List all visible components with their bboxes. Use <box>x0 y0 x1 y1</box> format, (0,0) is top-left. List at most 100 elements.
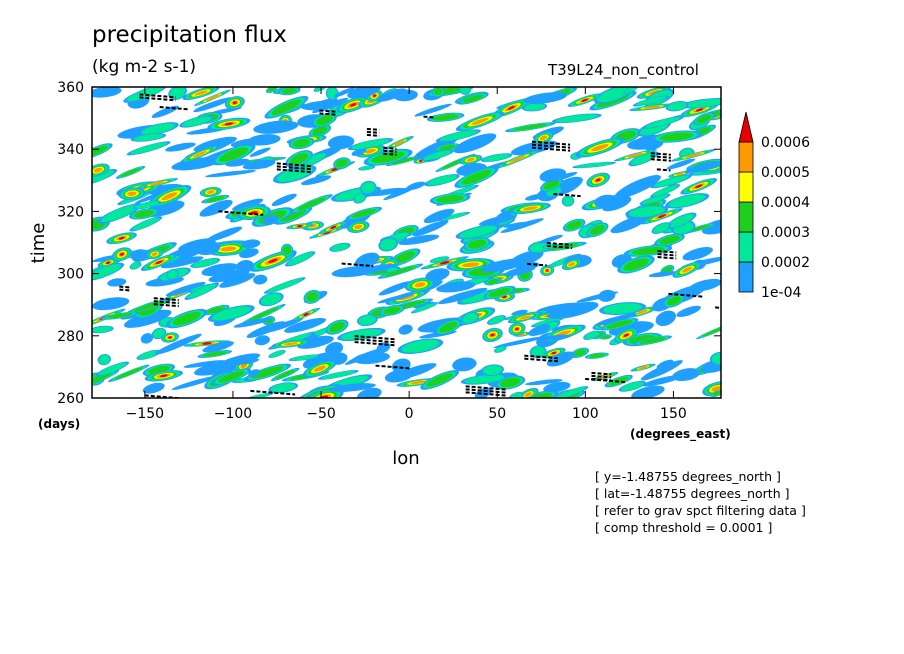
precip-cell <box>600 318 639 331</box>
precip-cell <box>551 113 602 124</box>
contour-level <box>105 261 111 265</box>
precip-cell <box>140 333 154 344</box>
precip-cell <box>130 133 167 142</box>
precip-cell <box>280 243 294 257</box>
contour-level <box>555 387 586 398</box>
precip-cell <box>171 376 217 390</box>
precip-cell <box>97 203 143 224</box>
precip-cell <box>525 379 563 386</box>
contour-level <box>165 142 196 152</box>
x-tick-label: 150 <box>660 406 687 422</box>
legend-swatch <box>738 261 754 293</box>
precip-cell <box>412 219 449 237</box>
precip-cell <box>561 258 582 271</box>
contour-level <box>504 265 536 277</box>
contour-level <box>328 383 376 393</box>
precip-cell <box>345 206 382 221</box>
contour-level <box>239 248 259 259</box>
precip-cell <box>356 314 378 327</box>
precip-cell <box>311 113 337 128</box>
contour-level <box>645 117 681 128</box>
legend-label: 0.0003 <box>761 225 810 241</box>
precip-cell <box>106 232 137 245</box>
precip-cell <box>144 370 183 382</box>
threshold-mark <box>366 130 380 134</box>
contour-level <box>426 373 453 387</box>
contour-level <box>321 370 356 380</box>
contour-level <box>347 87 381 99</box>
contour-level <box>92 372 112 386</box>
precip-cell <box>211 368 252 386</box>
precip-cell <box>457 92 489 105</box>
contour-level <box>268 258 278 264</box>
contour-level <box>414 282 426 288</box>
contour-level <box>194 241 221 256</box>
precip-cell <box>596 313 637 326</box>
contour-level <box>203 351 227 357</box>
contour-level <box>194 90 208 96</box>
precip-cell <box>429 256 450 263</box>
precip-cell <box>235 260 254 274</box>
contour-level <box>523 92 567 104</box>
contour-level <box>638 365 648 370</box>
contour-level <box>621 381 644 391</box>
contour-level <box>602 196 632 212</box>
precip-cell <box>328 383 376 393</box>
contour-level <box>365 148 376 154</box>
precip-cell <box>353 193 367 204</box>
contour-level <box>335 159 348 168</box>
precip-cell <box>676 305 701 318</box>
contour-level <box>130 262 141 269</box>
precip-cell <box>632 95 670 107</box>
precip-cell <box>642 116 684 129</box>
precip-cell <box>538 334 572 341</box>
precip-cell <box>625 205 669 219</box>
precip-cell <box>92 325 114 334</box>
precip-cell <box>484 277 502 286</box>
contour-level <box>98 354 110 365</box>
legend-swatch <box>738 141 754 173</box>
precip-cell <box>268 382 299 394</box>
precip-cell <box>302 352 337 369</box>
contour-level <box>488 315 505 325</box>
precip-cell <box>461 311 480 325</box>
threshold-mark <box>354 338 397 344</box>
note-line: [ y=-1.48755 degrees_north ] <box>595 469 781 484</box>
precip-cell <box>285 150 313 168</box>
contour-level <box>653 223 670 234</box>
contour-level <box>378 281 412 296</box>
contour-level <box>242 159 276 170</box>
precip-cell <box>207 117 251 131</box>
precip-cell <box>183 360 226 368</box>
precip-cell <box>308 226 346 239</box>
precip-cell <box>289 194 333 214</box>
contour-level <box>376 88 407 102</box>
precip-cell <box>284 251 316 267</box>
precip-cell <box>92 297 130 311</box>
contour-level <box>683 98 721 108</box>
contour-level <box>193 97 233 113</box>
precip-cell <box>540 265 555 276</box>
precip-cell <box>680 178 718 195</box>
precip-cell <box>337 327 386 342</box>
contour-level <box>253 274 268 285</box>
contour-level <box>433 87 443 96</box>
precip-cell <box>538 234 563 244</box>
precip-cell <box>318 221 348 234</box>
threshold-mark <box>341 262 374 268</box>
contour-level <box>377 292 416 304</box>
precip-cell <box>628 151 659 167</box>
contour-level <box>98 362 127 376</box>
contour-level <box>138 350 160 360</box>
precip-cell <box>508 322 526 336</box>
precip-cell <box>140 253 178 271</box>
contour-level <box>640 360 683 381</box>
precip-cell <box>262 214 279 226</box>
contour-level <box>655 310 677 326</box>
precip-cell <box>539 168 567 182</box>
precip-cell <box>254 335 270 346</box>
contour-level <box>297 335 334 349</box>
precip-cell <box>546 351 575 367</box>
precip-cell <box>454 166 499 188</box>
